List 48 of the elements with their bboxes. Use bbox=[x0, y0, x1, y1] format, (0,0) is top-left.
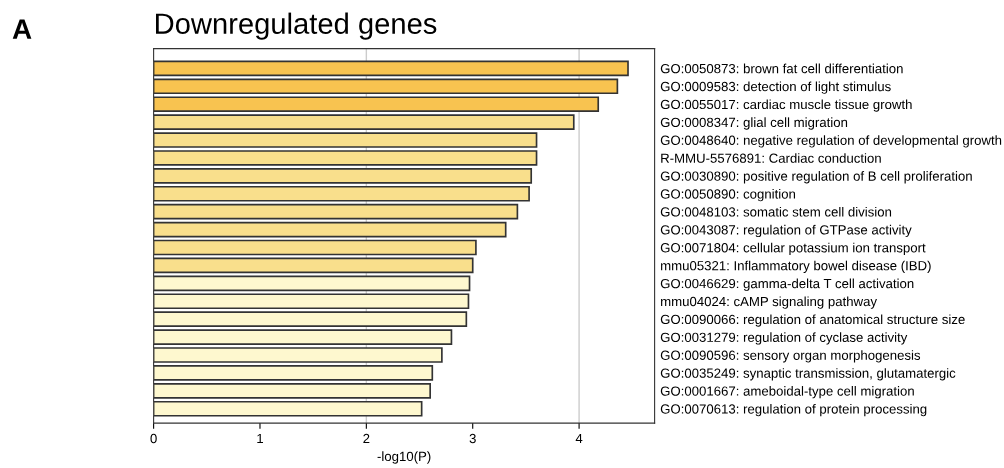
bar bbox=[153, 365, 434, 381]
bar bbox=[153, 347, 443, 363]
y-tick-label: GO:0009583: detection of light stimulus bbox=[660, 81, 891, 94]
chart-title: Downregulated genes bbox=[156, 12, 437, 40]
y-tick-label: GO:0046629: gamma-delta T cell activation bbox=[660, 278, 914, 291]
x-tick-label: 2 bbox=[363, 433, 370, 444]
bar bbox=[153, 60, 629, 77]
y-tick-label: GO:0055017: cardiac muscle tissue growth bbox=[660, 99, 912, 112]
bar bbox=[153, 293, 470, 310]
y-tick-label: GO:0031279: regulation of cyclase activity bbox=[660, 332, 908, 345]
y-tick-label: GO:0048640: negative regulation of developmental growth bbox=[660, 135, 1002, 148]
y-tick-label: GO:0050873: brown fat cell differentiation bbox=[660, 63, 903, 74]
y-tick-label: GO:0071804: cellular potassium ion transport bbox=[660, 242, 926, 256]
bar bbox=[153, 257, 474, 274]
bar bbox=[153, 132, 538, 148]
y-tick-label: GO:0070613: regulation of protein processing bbox=[660, 403, 927, 417]
y-tick-label: GO:0008347: glial cell migration bbox=[660, 117, 848, 130]
bar bbox=[153, 96, 600, 113]
y-tick-label: GO:0050890: cognition bbox=[660, 188, 796, 202]
bar bbox=[153, 400, 423, 417]
text: A bbox=[12, 19, 32, 39]
bar bbox=[153, 185, 530, 202]
y-tick-label: GO:0090596: sensory organ morphogenesis bbox=[660, 350, 921, 363]
x-axis-title: -log10(P) bbox=[377, 451, 431, 464]
y-tick-label: GO:0090066: regulation of anatomical structure size bbox=[660, 314, 965, 327]
bar bbox=[153, 239, 477, 256]
bar bbox=[153, 168, 533, 184]
y-tick-label: mmu05321: Inflammatory bowel disease (IBD) bbox=[661, 260, 931, 273]
y-tick-label: GO:0048103: somatic stem cell division bbox=[660, 206, 892, 217]
x-tick-label: 3 bbox=[469, 433, 476, 444]
x-tick-label: 0 bbox=[150, 433, 157, 444]
bar bbox=[153, 114, 575, 130]
y-tick-label: GO:0001667: ameboidal-type cell migration bbox=[660, 386, 914, 399]
y-tick-label: mmu04024: cAMP signaling pathway bbox=[661, 296, 877, 309]
bar bbox=[153, 329, 453, 345]
x-tick-label: 4 bbox=[575, 433, 583, 444]
x-tick-label: 1 bbox=[257, 433, 264, 444]
y-tick-label: GO:0043087: regulation of GTPase activity bbox=[660, 224, 912, 238]
bar bbox=[153, 203, 519, 220]
bar bbox=[153, 383, 432, 399]
bar bbox=[153, 311, 468, 327]
y-tick-label: R-MMU-5576891: Cardiac conduction bbox=[661, 153, 881, 163]
y-tick-label: GO:0030890: positive regulation of B cell proliferation bbox=[660, 171, 972, 184]
bar bbox=[153, 221, 507, 238]
bar bbox=[153, 150, 538, 166]
bar bbox=[153, 78, 619, 95]
bar bbox=[153, 275, 471, 292]
y-tick-label: GO:0035249: synaptic transmission, glutamatergic bbox=[660, 368, 956, 381]
